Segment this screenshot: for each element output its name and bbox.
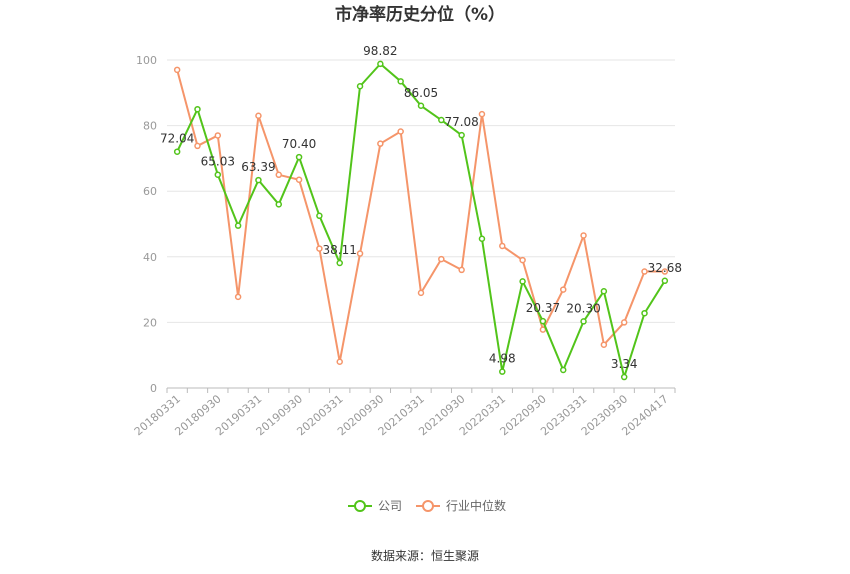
data-point[interactable] bbox=[580, 318, 587, 325]
series-layer bbox=[173, 60, 669, 381]
data-label: 32.68 bbox=[648, 261, 682, 275]
data-point[interactable] bbox=[356, 250, 364, 257]
data-point[interactable] bbox=[600, 287, 608, 295]
data-point[interactable] bbox=[194, 105, 201, 113]
data-point[interactable] bbox=[438, 255, 445, 263]
y-axis: 0 20 40 60 80 100 bbox=[136, 54, 157, 395]
data-point[interactable] bbox=[478, 110, 486, 118]
legend-label: 行业中位数 bbox=[446, 498, 506, 513]
data-point[interactable] bbox=[641, 309, 648, 317]
data-point[interactable] bbox=[559, 286, 567, 293]
data-point[interactable] bbox=[458, 266, 465, 274]
data-point[interactable] bbox=[620, 319, 628, 326]
legend-label: 公司 bbox=[378, 499, 402, 513]
data-label: 70.40 bbox=[282, 137, 316, 151]
grid-lines bbox=[167, 59, 675, 389]
data-point[interactable] bbox=[478, 235, 486, 243]
data-point[interactable] bbox=[336, 259, 343, 267]
data-point[interactable] bbox=[559, 366, 567, 374]
data-point[interactable] bbox=[417, 102, 425, 110]
data-point[interactable] bbox=[580, 232, 587, 239]
y-tick-label: 60 bbox=[143, 185, 157, 198]
data-point[interactable] bbox=[295, 176, 303, 183]
data-source: 数据来源：恒生聚源 bbox=[371, 548, 479, 563]
data-point[interactable] bbox=[438, 116, 445, 124]
data-point[interactable] bbox=[458, 131, 465, 139]
x-axis: 2018033120180930201903312019093020200331… bbox=[132, 388, 676, 438]
data-label: 72.04 bbox=[160, 132, 194, 146]
data-point[interactable] bbox=[356, 82, 364, 90]
data-point[interactable] bbox=[275, 171, 283, 179]
data-point[interactable] bbox=[173, 66, 181, 74]
data-label: 77.08 bbox=[444, 115, 478, 129]
data-point[interactable] bbox=[661, 277, 669, 285]
data-point[interactable] bbox=[417, 289, 425, 297]
data-point[interactable] bbox=[234, 293, 242, 301]
data-point[interactable] bbox=[295, 153, 303, 161]
y-tick-label: 80 bbox=[143, 120, 157, 133]
data-point[interactable] bbox=[397, 78, 404, 85]
data-point[interactable] bbox=[499, 242, 506, 250]
data-point[interactable] bbox=[519, 278, 526, 285]
data-label: 3.34 bbox=[611, 357, 638, 371]
data-point[interactable] bbox=[661, 268, 669, 275]
chart-title: 市净率历史分位（%） bbox=[335, 4, 505, 25]
y-tick-label: 100 bbox=[136, 54, 157, 67]
data-label: 20.30 bbox=[566, 301, 600, 315]
legend[interactable]: 公司 行业中位数 bbox=[348, 498, 506, 513]
data-point[interactable] bbox=[255, 112, 262, 120]
y-tick-label: 0 bbox=[150, 382, 157, 395]
data-label: 20.37 bbox=[526, 301, 560, 315]
data-point[interactable] bbox=[214, 171, 222, 178]
data-point[interactable] bbox=[377, 140, 384, 147]
y-tick-label: 40 bbox=[143, 251, 157, 264]
series-industry-median bbox=[173, 66, 669, 366]
data-label: 65.03 bbox=[201, 155, 235, 169]
series-company bbox=[173, 60, 669, 381]
data-point[interactable] bbox=[641, 268, 648, 275]
legend-marker-icon bbox=[422, 500, 434, 512]
data-point[interactable] bbox=[214, 132, 222, 139]
data-point[interactable] bbox=[620, 373, 628, 381]
data-point[interactable] bbox=[336, 358, 343, 366]
series-line bbox=[176, 69, 665, 363]
data-point[interactable] bbox=[173, 148, 181, 155]
legend-item-company[interactable]: 公司 bbox=[348, 499, 402, 513]
data-point[interactable] bbox=[275, 201, 283, 208]
data-point[interactable] bbox=[316, 245, 323, 252]
data-label: 86.05 bbox=[404, 86, 438, 100]
data-label: 63.39 bbox=[241, 160, 275, 174]
data-point[interactable] bbox=[316, 212, 323, 220]
data-point[interactable] bbox=[499, 368, 506, 375]
data-point[interactable] bbox=[600, 341, 608, 348]
data-point[interactable] bbox=[397, 128, 404, 135]
data-label: 98.82 bbox=[363, 44, 397, 58]
data-labels: 72.04 65.03 63.39 70.40 38.11 98.82 86.05 77.08… bbox=[160, 44, 682, 371]
data-point[interactable] bbox=[255, 176, 262, 184]
series-line bbox=[176, 62, 666, 379]
legend-marker-icon bbox=[354, 500, 366, 512]
legend-item-industry-median[interactable]: 行业中位数 bbox=[416, 498, 506, 513]
data-label: 4.98 bbox=[489, 352, 516, 366]
data-point[interactable] bbox=[377, 60, 384, 68]
y-tick-label: 20 bbox=[143, 316, 157, 329]
data-point[interactable] bbox=[519, 256, 526, 264]
data-point[interactable] bbox=[539, 317, 547, 325]
data-point[interactable] bbox=[194, 142, 201, 150]
data-label: 38.11 bbox=[323, 243, 357, 257]
data-point[interactable] bbox=[234, 222, 242, 229]
